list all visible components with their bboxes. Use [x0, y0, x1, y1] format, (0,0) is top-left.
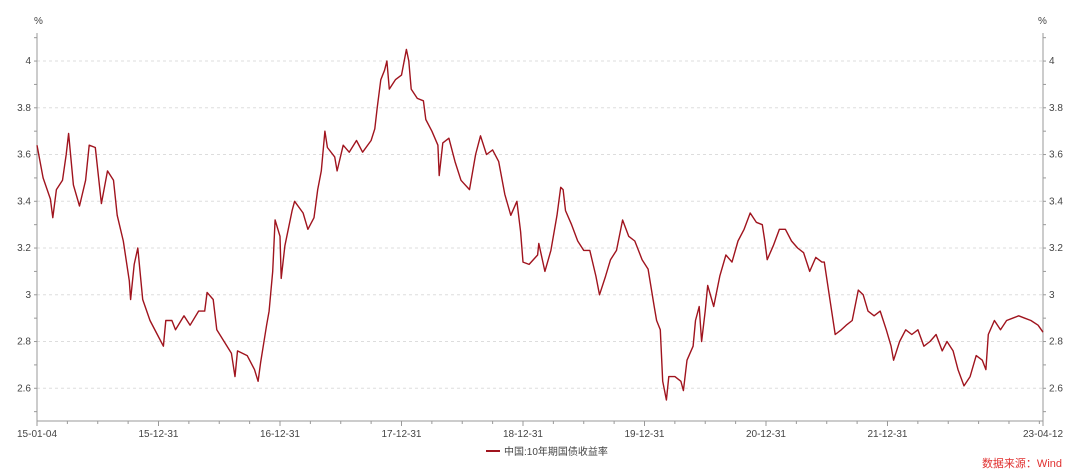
y-tick-label-right: 3: [1049, 290, 1055, 301]
x-tick-label: 18-12-31: [503, 429, 543, 440]
x-tick-label: 19-12-31: [624, 429, 664, 440]
gridlines: [37, 60, 1043, 389]
x-tick-label: 16-12-31: [260, 429, 300, 440]
y-tick-label-left: 3: [25, 290, 31, 301]
y-tick-label-right: 3.6: [1049, 150, 1063, 161]
series-group: [36, 48, 1044, 401]
legend-label: 中国:10年期国债收益率: [504, 447, 608, 458]
left-y-unit-label: %: [34, 16, 43, 27]
x-tick-label: 23-04-12: [1023, 429, 1063, 440]
y-tick-label-left: 3.8: [17, 103, 31, 114]
x-tick-label: 15-01-04: [17, 429, 57, 440]
y-tick-label-left: 2.6: [17, 383, 31, 394]
source-note: 数据来源：Wind: [981, 458, 1062, 470]
y-tick-label-right: 4: [1049, 56, 1055, 67]
series-line-10y-cgb-yield: [36, 48, 1044, 401]
legend-swatch: [486, 449, 500, 452]
y-tick-label-right: 3.8: [1049, 103, 1063, 114]
y-tick-label-left: 2.8: [17, 337, 31, 348]
y-tick-label-right: 2.8: [1049, 337, 1063, 348]
y-tick-label-left: 4: [25, 56, 31, 67]
y-tick-label-left: 3.2: [17, 243, 31, 254]
y-tick-label-left: 3.4: [17, 196, 31, 207]
right-y-unit-label: %: [1038, 16, 1047, 27]
y-tick-label-left: 3.6: [17, 150, 31, 161]
axes: 2.6 2.6 2.8 2.8 3 3 3.2 3.2 3.4 3.4 3.6 3.6 3.8 3.8 4 4…: [17, 33, 1063, 440]
y-tick-label-right: 3.4: [1049, 196, 1063, 207]
y-tick-label-right: 3.2: [1049, 243, 1063, 254]
x-tick-label: 20-12-31: [746, 429, 786, 440]
y-tick-label-right: 2.6: [1049, 383, 1063, 394]
x-tick-label: 21-12-31: [867, 429, 907, 440]
x-tick-label: 15-12-31: [138, 429, 178, 440]
legend: 中国:10年期国债收益率: [486, 443, 608, 458]
x-tick-label: 17-12-31: [381, 429, 421, 440]
